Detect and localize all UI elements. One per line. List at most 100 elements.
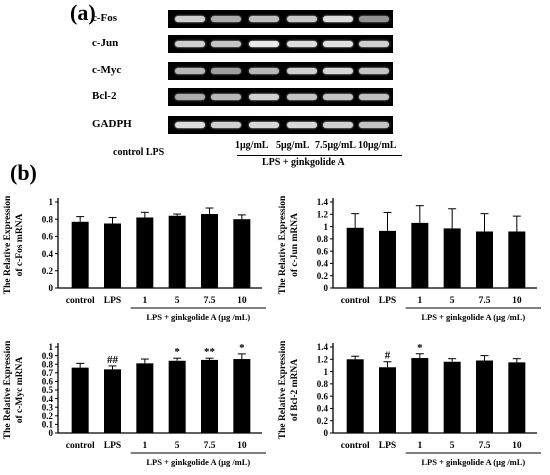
gel-lane-label-dose-3: 7.5μg/mL [315, 140, 356, 151]
gel-band [359, 16, 389, 22]
group-label: LPS + ginkgolide A (μg /mL) [146, 312, 250, 322]
bar [104, 369, 121, 433]
y-tick-label: 0.2 [317, 416, 329, 426]
gel-band [175, 94, 205, 100]
gel-band [249, 68, 279, 74]
y-tick-label: 0.4 [317, 259, 329, 269]
bar [346, 359, 364, 433]
y-tick-label: 0.4 [42, 249, 54, 259]
y-tick-label: 1.2 [317, 354, 329, 364]
y-axis-title-line1: The Relative Expression [278, 340, 288, 439]
y-tick-label: 1 [49, 342, 54, 352]
gel-band [175, 122, 205, 128]
panel-a-label: (a) [70, 0, 96, 25]
x-tick-label: 1 [417, 441, 422, 451]
gel-band [287, 122, 317, 128]
significance-mark: * [174, 346, 180, 358]
bar [379, 230, 396, 288]
y-tick-label: 0.8 [42, 359, 54, 369]
gel-band [211, 41, 241, 47]
bar [233, 359, 251, 433]
y-axis-title-line1: The Relative Expression [3, 340, 13, 439]
y-axis-title-line2: of c-Fos mRNA [15, 213, 25, 276]
bar [136, 217, 154, 288]
x-tick-label: control [66, 296, 95, 306]
y-tick-label: 0.6 [317, 391, 329, 401]
bar [71, 367, 89, 433]
x-tick-label: 10 [512, 296, 522, 306]
x-tick-label: 7.5 [479, 296, 491, 306]
gel-group-label: LPS + ginkgolide A [262, 157, 345, 168]
x-tick-label: 5 [450, 296, 455, 306]
gel-band [175, 68, 205, 74]
gel-band [359, 94, 389, 100]
y-axis-title-line1: The Relative Expression [278, 195, 288, 294]
gel-band [249, 94, 279, 100]
y-tick-label: 0.8 [42, 214, 54, 224]
gel-band [323, 122, 353, 128]
bar [411, 358, 429, 433]
x-tick-label: 7.5 [204, 296, 216, 306]
gel-band [211, 68, 241, 74]
x-tick-label: LPS [379, 441, 396, 451]
gel-row-label-c-fos: c-Fos [92, 12, 118, 24]
y-tick-label: 0.9 [42, 351, 54, 361]
gel-band [323, 68, 353, 74]
y-tick-label: 0.4 [42, 394, 54, 404]
bar [476, 231, 493, 288]
y-tick-label: 1 [324, 222, 329, 232]
gel-band [359, 122, 389, 128]
group-label: LPS + ginkgolide A (μg /mL) [421, 457, 525, 467]
gel-strip-bcl-2 [168, 88, 393, 106]
gel-band [287, 68, 317, 74]
bar [168, 360, 186, 433]
y-tick-label: 0.6 [42, 377, 54, 387]
significance-mark: ** [204, 346, 216, 358]
gel-band [287, 16, 317, 22]
gel-row-label-bcl-2: Bcl-2 [92, 90, 117, 102]
y-tick-label: 0.5 [42, 385, 54, 395]
gel-row-label-c-myc: c-Myc [92, 64, 122, 76]
bar-chart-c-jun: The Relative Expression of c-Jun mRNA 0 0.2… [278, 195, 541, 322]
gel-band [249, 41, 279, 47]
bar [443, 228, 461, 288]
gel-band [211, 16, 241, 22]
y-tick-label: 0.7 [42, 368, 54, 378]
bar [201, 214, 218, 288]
x-tick-label: 10 [237, 296, 247, 306]
x-tick-label: 1 [142, 441, 147, 451]
x-tick-label: 5 [175, 441, 180, 451]
x-tick-label: 1 [417, 296, 422, 306]
y-tick-label: 0.2 [42, 411, 54, 421]
y-tick-label: 0 [324, 428, 329, 438]
bar [346, 227, 364, 288]
gel-band [211, 94, 241, 100]
y-tick-label: 0.8 [317, 234, 329, 244]
y-tick-label: 1 [324, 367, 329, 377]
bar [201, 359, 218, 433]
y-axis-title-line2: of Bcl-2 mRNA [290, 359, 300, 421]
x-tick-label: LPS [104, 296, 121, 306]
y-axis-title-line2: of c-Jun mRNA [290, 213, 300, 277]
gel-strip-c-myc [168, 62, 393, 80]
y-tick-label: 0 [49, 283, 54, 293]
y-tick-label: 0 [324, 283, 329, 293]
y-tick-label: 0.8 [317, 379, 329, 389]
y-axis-title-line2: of c-Myc mRNA [15, 357, 25, 424]
significance-mark: * [417, 342, 423, 354]
bar [104, 223, 121, 288]
y-axis-title-line1: The Relative Expression [3, 195, 13, 294]
bar [136, 363, 154, 433]
bar [168, 215, 186, 288]
bar [443, 361, 461, 433]
gel-band [175, 16, 205, 22]
gel-band [249, 16, 279, 22]
bar [71, 221, 89, 288]
y-tick-label: 0.4 [317, 404, 329, 414]
gel-lane-label-dose-1: 1μg/mL [235, 140, 269, 151]
gel-band [323, 16, 353, 22]
gel-band [249, 122, 279, 128]
bar [508, 231, 526, 288]
y-tick-label: 1.4 [317, 342, 329, 352]
gel-group-line [237, 155, 402, 156]
